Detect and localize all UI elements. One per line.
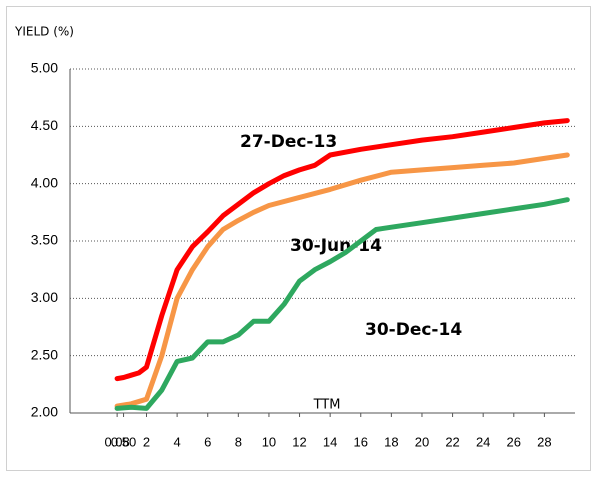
y-tick-label: 4.00 [31,174,58,190]
y-tick-label: 3.50 [31,232,58,248]
series-line [114,118,570,382]
x-tick-label: 10 [262,434,276,449]
y-tick-label: 3.00 [31,289,58,305]
x-tick-label: 26 [507,434,521,449]
x-tick-label: 0.08 [104,434,129,449]
x-tick-label: 12 [292,434,306,449]
chart-border [6,6,591,471]
x-tick-label: 4 [174,434,181,449]
y-axis-label: YIELD (%) [14,25,74,39]
x-tick-label: 16 [354,434,368,449]
x-axis-label: TTM [313,398,341,413]
x-tick-label: 8 [235,434,242,449]
x-tick-label: 6 [204,434,211,449]
x-tick-label: 2 [143,434,150,449]
series-label: 30-Jun-14 [290,236,382,256]
series-label: 27-Dec-13 [240,132,337,152]
x-tick-label: 22 [445,434,459,449]
x-tick-label: 18 [384,434,398,449]
series-line [114,152,570,409]
y-tick-label: 2.50 [31,346,58,362]
x-tick-label: 24 [476,434,490,449]
y-tick-label: 2.00 [31,404,58,420]
x-tick-label: 20 [415,434,429,449]
x-tick-label: 14 [323,434,337,449]
y-tick-label: 5.00 [31,60,58,76]
x-tick-label: 28 [537,434,551,449]
series-line [114,197,570,411]
series-label: 30-Dec-14 [365,320,462,340]
x-tick-label: 0.50 [111,434,136,449]
y-tick-label: 4.50 [31,117,58,133]
